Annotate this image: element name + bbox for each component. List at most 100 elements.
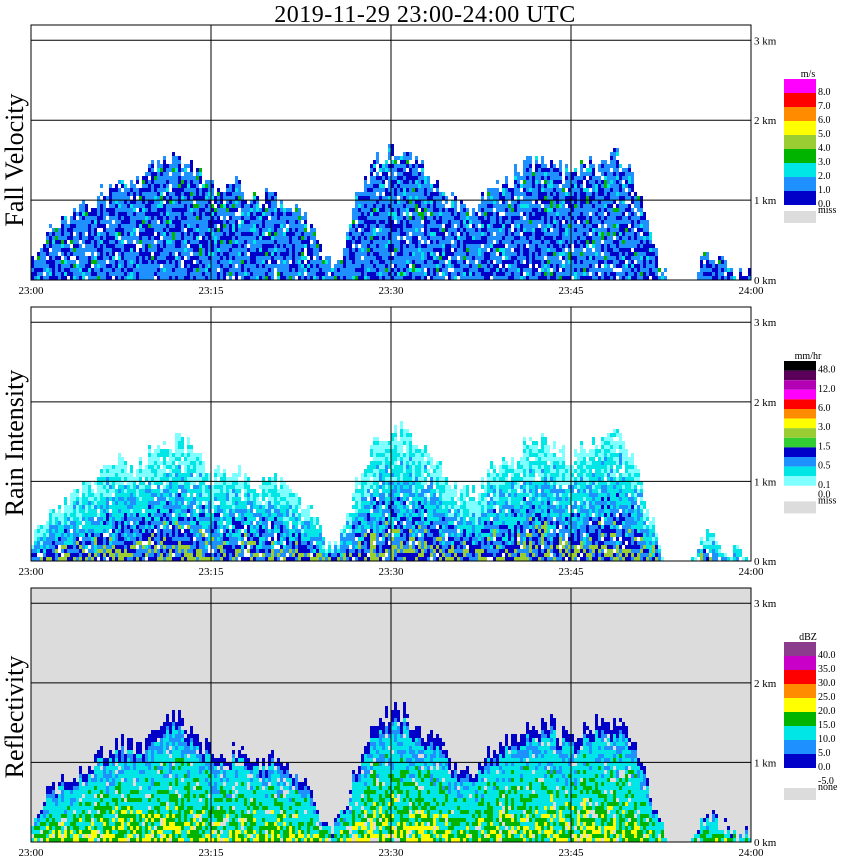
legend-label: 8.0 — [818, 87, 831, 98]
data-cell — [556, 220, 559, 224]
data-cell — [70, 224, 73, 228]
data-cell — [355, 232, 358, 236]
data-cell — [538, 188, 541, 192]
data-cell — [145, 196, 148, 200]
data-cell — [610, 200, 613, 204]
legend-swatch — [784, 135, 816, 149]
data-cell — [397, 252, 400, 256]
data-cell — [91, 256, 94, 260]
data-cell — [580, 172, 583, 176]
data-cell — [589, 220, 592, 224]
data-cell — [136, 264, 139, 268]
data-cell — [448, 272, 451, 276]
data-cell — [637, 272, 640, 276]
data-cell — [142, 248, 145, 252]
data-cell — [541, 176, 544, 180]
data-cell — [457, 244, 460, 248]
data-cell — [100, 489, 103, 493]
data-cell — [34, 541, 37, 545]
data-cell — [361, 224, 364, 228]
data-cell — [703, 264, 706, 268]
data-cell — [103, 244, 106, 248]
data-cell — [541, 224, 544, 228]
data-cell — [580, 256, 583, 260]
data-cell — [178, 172, 181, 176]
data-cell — [553, 208, 556, 212]
data-cell — [604, 180, 607, 184]
data-cell — [598, 256, 601, 260]
data-cell — [526, 220, 529, 224]
data-cell — [88, 497, 91, 501]
data-cell — [385, 268, 388, 272]
data-cell — [268, 252, 271, 256]
data-cell — [616, 244, 619, 248]
data-cell — [394, 268, 397, 272]
data-cell — [589, 176, 592, 180]
data-cell — [640, 196, 643, 200]
data-cell — [163, 184, 166, 188]
data-cell — [175, 160, 178, 164]
data-cell — [196, 260, 199, 264]
data-cell — [142, 276, 145, 280]
data-cell — [496, 264, 499, 268]
data-cell — [592, 208, 595, 212]
data-cell — [364, 192, 367, 196]
data-cell — [190, 244, 193, 248]
data-cell — [166, 212, 169, 216]
data-cell — [292, 272, 295, 276]
data-cell — [409, 208, 412, 212]
data-cell — [406, 184, 409, 188]
data-cell — [559, 192, 562, 196]
data-cell — [442, 272, 445, 276]
data-cell — [229, 200, 232, 204]
data-cell — [58, 272, 61, 276]
data-cell — [169, 248, 172, 252]
data-cell — [94, 521, 97, 525]
data-cell — [505, 192, 508, 196]
data-cell — [157, 256, 160, 260]
data-cell — [214, 264, 217, 268]
data-cell — [220, 244, 223, 248]
data-cell — [262, 260, 265, 264]
data-cell — [187, 184, 190, 188]
data-cell — [37, 276, 40, 280]
data-cell — [271, 244, 274, 248]
data-cell — [70, 264, 73, 268]
data-cell — [553, 168, 556, 172]
data-cell — [46, 557, 49, 561]
data-cell — [58, 557, 61, 561]
data-cell — [535, 240, 538, 244]
data-cell — [565, 264, 568, 268]
data-cell — [91, 489, 94, 493]
data-cell — [199, 268, 202, 272]
data-cell — [376, 180, 379, 184]
data-cell — [142, 252, 145, 256]
data-cell — [406, 200, 409, 204]
data-cell — [283, 240, 286, 244]
data-cell — [124, 244, 127, 248]
data-cell — [517, 224, 520, 228]
data-cell — [550, 236, 553, 240]
data-cell — [532, 216, 535, 220]
data-cell — [526, 240, 529, 244]
data-cell — [55, 521, 58, 525]
data-cell — [550, 192, 553, 196]
data-cell — [424, 240, 427, 244]
data-cell — [313, 260, 316, 264]
data-cell — [271, 232, 274, 236]
data-cell — [502, 224, 505, 228]
data-cell — [118, 248, 121, 252]
data-cell — [109, 204, 112, 208]
data-cell — [244, 216, 247, 220]
data-cell — [391, 184, 394, 188]
data-cell — [85, 513, 88, 517]
data-cell — [109, 477, 112, 481]
data-cell — [616, 212, 619, 216]
data-cell — [181, 216, 184, 220]
data-cell — [421, 212, 424, 216]
data-cell — [526, 256, 529, 260]
data-cell — [220, 248, 223, 252]
data-cell — [208, 228, 211, 232]
data-cell — [211, 240, 214, 244]
data-cell — [349, 272, 352, 276]
